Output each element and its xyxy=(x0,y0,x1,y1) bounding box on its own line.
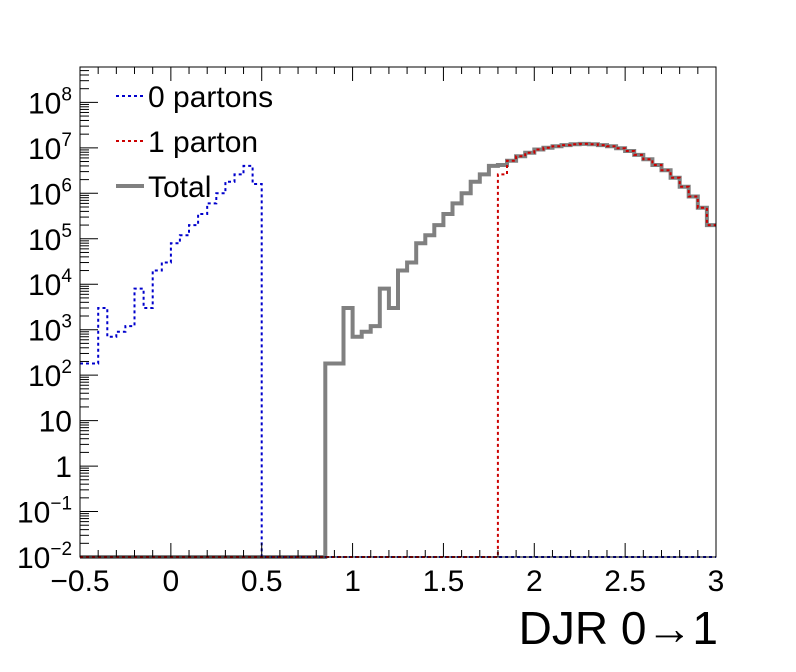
legend-label: 0 partons xyxy=(148,81,273,114)
y-tick-label: 10−1 xyxy=(17,494,72,530)
series-layer xyxy=(80,141,716,559)
y-tick-label: 102 xyxy=(28,357,72,393)
y-tick-label: 1 xyxy=(55,451,72,484)
x-tick-label: 3 xyxy=(708,565,725,598)
x-axis-title: DJR 0→1 xyxy=(519,602,718,654)
series-1-parton-line xyxy=(80,142,716,558)
y-tick-label: 104 xyxy=(28,266,72,302)
legend-label: 1 parton xyxy=(148,126,258,159)
y-tick-label: 105 xyxy=(28,221,72,257)
axes-layer: −0.5 0 0.5 1 1.5 2 2.5 3 10−2 10−1 1 10 102 103 104 105… xyxy=(17,66,725,598)
plot-frame xyxy=(79,66,717,558)
y-tick-label: 10−2 xyxy=(17,539,72,575)
x-tick-label: 0 xyxy=(163,565,180,598)
x-tick-label: 2.5 xyxy=(604,565,646,598)
x-tick-label: 1.5 xyxy=(423,565,465,598)
y-tick-label: 108 xyxy=(28,84,72,120)
y-tick-label: 107 xyxy=(28,130,72,166)
y-tick-label: 106 xyxy=(28,175,72,211)
series-0-partons-line xyxy=(80,164,716,558)
y-tick-label: 103 xyxy=(28,312,72,348)
x-tick-label: −0.5 xyxy=(50,565,109,598)
legend: 0 partons 1 parton Total xyxy=(116,81,273,204)
x-tick-label: 1 xyxy=(344,565,361,598)
series-total-line xyxy=(80,141,716,559)
x-tick-label: 0.5 xyxy=(241,565,283,598)
x-tick-label: 2 xyxy=(526,565,543,598)
legend-label: Total xyxy=(148,171,211,204)
y-tick-label: 10 xyxy=(39,406,72,439)
